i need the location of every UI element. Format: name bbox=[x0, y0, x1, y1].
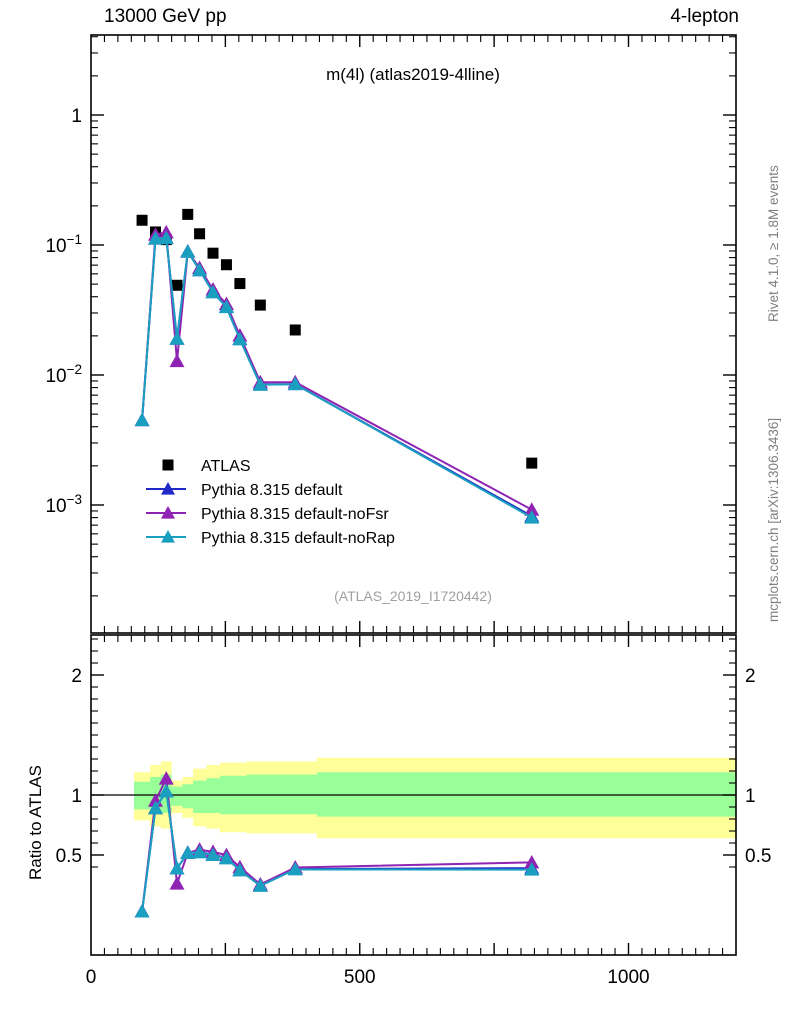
ratio-y-tick-label-right: 1 bbox=[745, 786, 756, 807]
series-0 bbox=[136, 208, 538, 469]
ratio-y-tick-label-left: 2 bbox=[71, 666, 82, 687]
data-point bbox=[524, 502, 540, 516]
ratio-data-point bbox=[134, 904, 150, 918]
legend-marker-triangle bbox=[161, 506, 175, 519]
legend[interactable]: ATLAS Pythia 8.315 default Pythia 8.315 de… bbox=[146, 458, 395, 547]
series-line bbox=[141, 237, 533, 519]
legend-item-1[interactable]: Pythia 8.315 default bbox=[146, 482, 343, 499]
legend-label: Pythia 8.315 default bbox=[201, 482, 343, 499]
main-panel-series bbox=[134, 208, 540, 524]
series-2 bbox=[134, 224, 540, 516]
ratio-data-point bbox=[180, 845, 196, 859]
data-point bbox=[205, 284, 221, 299]
main-y-tick-label: 10−1 bbox=[45, 232, 82, 257]
ratio-data-point bbox=[158, 771, 174, 785]
ratio-y-tick-label-left: 0.5 bbox=[56, 846, 82, 867]
data-point bbox=[148, 231, 163, 245]
axis-tick-labels: 1 10−1 10−2 10−3 2 2 1 1 0.5 0.5 0 500 1000 bbox=[45, 106, 771, 988]
legend-marker-square bbox=[162, 459, 174, 471]
data-point bbox=[287, 376, 303, 391]
data-point bbox=[134, 412, 150, 427]
legend-marker-triangle bbox=[161, 530, 175, 543]
ratio-y-tick-label-right: 0.5 bbox=[745, 846, 771, 867]
ratio-data-point bbox=[232, 862, 248, 877]
data-point bbox=[192, 262, 208, 277]
ratio-data-point bbox=[287, 861, 303, 876]
ratio-data-point bbox=[169, 860, 185, 875]
legend-label: ATLAS bbox=[201, 458, 251, 475]
header-beam-label: 13000 GeV pp bbox=[104, 6, 227, 27]
data-point bbox=[207, 247, 219, 259]
header-channel-label: 4-lepton bbox=[670, 6, 739, 27]
legend-marker-triangle bbox=[161, 482, 175, 495]
legend-item-2[interactable]: Pythia 8.315 default-noFsr bbox=[146, 506, 389, 523]
data-point bbox=[289, 324, 301, 336]
ratio-data-point bbox=[218, 850, 234, 865]
ratio-panel-series bbox=[134, 771, 540, 918]
data-point bbox=[254, 299, 266, 311]
data-point bbox=[524, 510, 540, 524]
main-panel-frame bbox=[90, 34, 737, 634]
data-point bbox=[252, 377, 268, 391]
x-tick-label: 500 bbox=[344, 967, 376, 988]
data-point bbox=[180, 244, 196, 258]
plot-title: m(4l) (atlas2019-4lline) bbox=[326, 65, 500, 84]
legend-label: Pythia 8.315 default-noRap bbox=[201, 530, 395, 547]
data-point bbox=[171, 279, 183, 291]
plot-title-group: m(4l) (atlas2019-4lline) (ATLAS_2019_I17… bbox=[326, 65, 500, 604]
legend-item-0[interactable]: ATLAS bbox=[162, 458, 251, 475]
legend-label: Pythia 8.315 default-noFsr bbox=[201, 506, 389, 523]
main-y-tick-label: 10−3 bbox=[45, 492, 82, 517]
axis-ticks bbox=[91, 35, 736, 955]
ratio-y-tick-label-right: 2 bbox=[745, 666, 756, 687]
ratio-data-point bbox=[524, 862, 540, 876]
data-point bbox=[220, 259, 232, 271]
data-point bbox=[136, 214, 148, 226]
data-point bbox=[169, 331, 185, 345]
ratio-data-point bbox=[252, 878, 268, 892]
data-point bbox=[232, 331, 248, 346]
legend-item-3[interactable]: Pythia 8.315 default-noRap bbox=[146, 530, 395, 547]
ratio-data-point bbox=[524, 854, 540, 869]
ratio-data-point bbox=[158, 783, 174, 798]
uncertainty-bands bbox=[134, 757, 736, 839]
x-tick-label: 1000 bbox=[607, 967, 649, 988]
data-point bbox=[158, 230, 174, 245]
ratio-data-point bbox=[148, 800, 163, 815]
data-point bbox=[218, 299, 234, 314]
ratio-data-point bbox=[192, 844, 208, 859]
data-point bbox=[234, 278, 246, 290]
ratio-y-tick-label-left: 1 bbox=[71, 786, 82, 807]
data-point bbox=[182, 208, 194, 220]
data-point bbox=[169, 353, 185, 368]
ratio-data-point bbox=[169, 876, 185, 890]
main-y-tick-label: 1 bbox=[71, 106, 82, 127]
data-point bbox=[194, 228, 206, 240]
ratio-series-2 bbox=[134, 783, 540, 918]
main-y-tick-label: 10−2 bbox=[45, 362, 82, 387]
series-3 bbox=[134, 230, 540, 524]
ratio-data-point bbox=[205, 847, 221, 861]
x-tick-label: 0 bbox=[86, 967, 97, 988]
analysis-id-label: (ATLAS_2019_I1720442) bbox=[334, 588, 492, 604]
data-point bbox=[526, 457, 538, 469]
